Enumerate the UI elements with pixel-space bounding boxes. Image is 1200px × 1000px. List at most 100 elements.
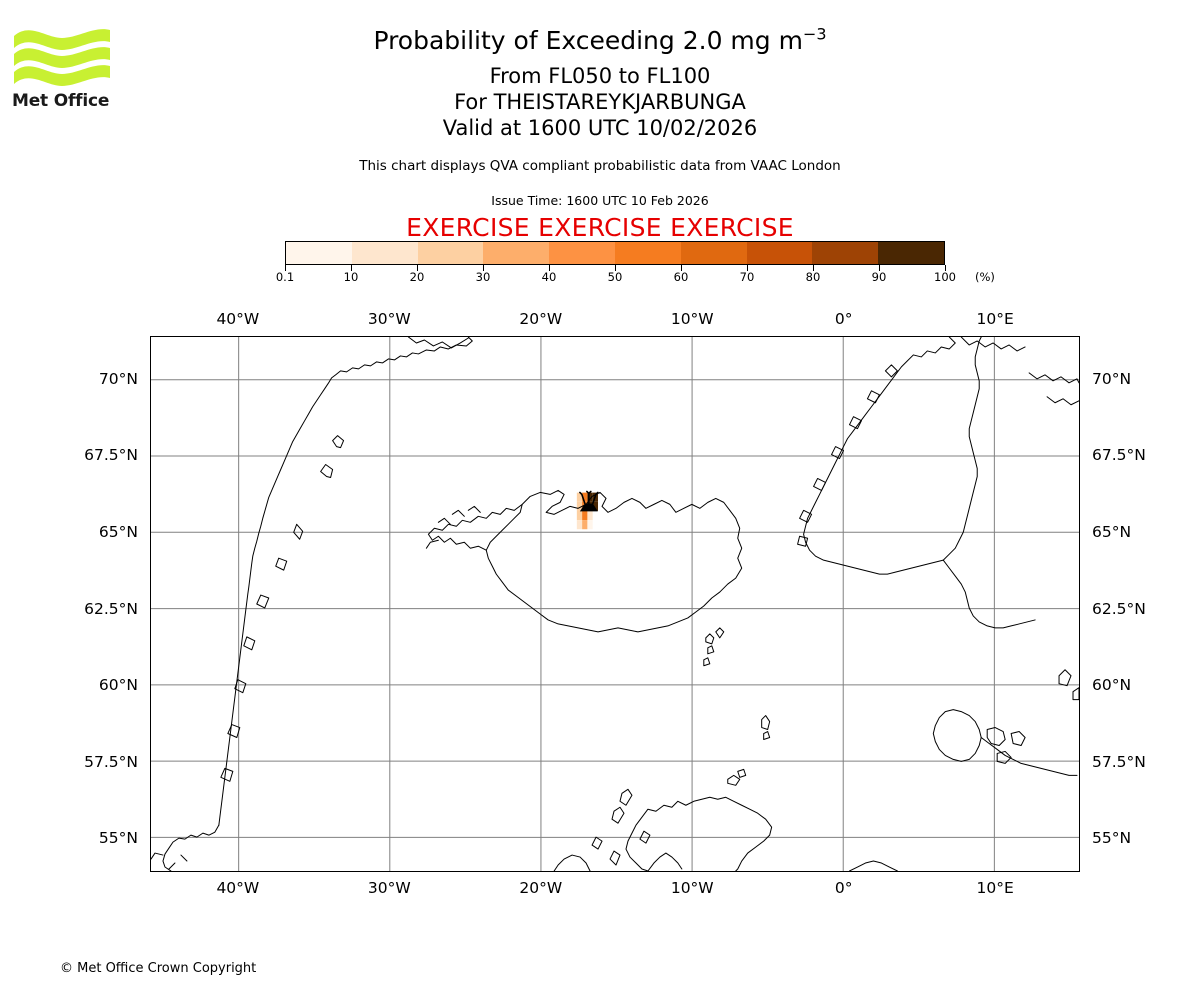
- axis-label-lon-bot-0°: 0°: [834, 879, 853, 897]
- sweden-south-coast: [942, 559, 1036, 629]
- colorbar-label-70: 70: [739, 270, 755, 284]
- colorbar-tick-70: [747, 265, 748, 271]
- colorbar-band-2: [417, 242, 484, 264]
- ash-cell-9: [582, 510, 588, 521]
- greenland-south-fjords: [151, 852, 188, 870]
- colorbar-label-10: 10: [343, 270, 359, 284]
- page-title-text: Probability of Exceeding 2.0 mg m: [373, 26, 803, 55]
- ash-cell-13: [587, 520, 593, 530]
- met-office-logo-text: Met Office: [12, 91, 110, 111]
- axis-label-lat-left-65°N: 65°N: [98, 523, 138, 542]
- greenland-east-coast: [218, 337, 473, 826]
- colorbar-band-0: [286, 242, 352, 264]
- axis-label-lat-right-67.5°N: 67.5°N: [1092, 446, 1146, 465]
- iceland-westfjords: [427, 503, 523, 551]
- colorbar-gradient: [285, 241, 945, 265]
- iceland-westfjords-detail: [425, 505, 481, 549]
- ash-cell-0: [576, 492, 583, 502]
- colorbar-tick-100: [945, 265, 946, 271]
- scotland-islands: [591, 830, 683, 871]
- axis-label-lat-right-60°N: 60°N: [1092, 676, 1132, 695]
- map-svg: [151, 337, 1079, 871]
- colorbar-tick-10: [351, 265, 352, 271]
- colorbar-tick-80: [813, 265, 814, 271]
- outer-hebrides: [611, 788, 633, 824]
- colorbar-tick-labels: 0.1 10 20 30 40 50 60 70 80 90 100: [276, 270, 956, 286]
- axis-label-lat-left-55°N: 55°N: [98, 829, 138, 848]
- colorbar-tick-90: [879, 265, 880, 271]
- colorbar-tick-20: [417, 265, 418, 271]
- ash-cell-10: [587, 510, 593, 521]
- axis-label-lon-top-10°W: 10°W: [670, 310, 714, 328]
- axis-label-lat-right-65°N: 65°N: [1092, 523, 1132, 542]
- colorbar-label-0.1: 0.1: [275, 270, 295, 284]
- colorbar-label-20: 20: [409, 270, 425, 284]
- shetland-islands: [761, 715, 771, 740]
- coastlines: [151, 337, 1079, 871]
- probability-colorbar: [285, 241, 945, 265]
- volcano-cone-icon: [579, 503, 598, 512]
- axis-label-lon-top-20°W: 20°W: [519, 310, 563, 328]
- page-title: Probability of Exceeding 2.0 mg m−3: [0, 26, 1200, 56]
- colorbar-tick-50: [615, 265, 616, 271]
- valid-time-subtitle: Valid at 1600 UTC 10/02/2026: [442, 116, 758, 140]
- axis-label-lat-left-57.5°N: 57.5°N: [84, 752, 138, 771]
- volcano-marker-layer: [579, 490, 599, 512]
- colorbar-ticks: [285, 265, 946, 273]
- axis-label-lat-left-70°N: 70°N: [98, 369, 138, 388]
- met-office-wave-icon: [14, 29, 110, 86]
- greenland-south-tip: [162, 824, 220, 871]
- flight-level-subtitle: From FL050 to FL100: [489, 64, 711, 88]
- sweden-west-border: [942, 337, 982, 561]
- axis-label-lon-bot-10°E: 10°E: [976, 879, 1014, 897]
- colorbar-band-6: [680, 242, 747, 264]
- colorbar-label-80: 80: [805, 270, 821, 284]
- ash-cell-12: [582, 520, 588, 530]
- met-office-logo: Met Office: [12, 24, 122, 114]
- denmark-jutland: [932, 709, 982, 762]
- colorbar-tick-30: [483, 265, 484, 271]
- ash-cell-1: [582, 492, 588, 502]
- norway-north-coast: [960, 337, 1026, 352]
- copyright-notice: © Met Office Crown Copyright: [60, 961, 257, 976]
- colorbar-band-9: [878, 242, 944, 264]
- axis-label-lat-left-67.5°N: 67.5°N: [84, 446, 138, 465]
- volcano-name-subtitle: For THEISTAREYKJARBUNGA: [454, 90, 746, 114]
- scotland-coastline: [625, 796, 773, 871]
- colorbar-band-4: [549, 242, 615, 264]
- norway-fjords: [797, 364, 898, 547]
- axis-label-lat-right-70°N: 70°N: [1092, 369, 1132, 388]
- volcano-marker: [579, 490, 599, 512]
- colorbar-band-7: [746, 242, 813, 264]
- axis-label-lat-right-62.5°N: 62.5°N: [1092, 599, 1146, 618]
- colorbar-band-3: [483, 242, 550, 264]
- map-gridlines: [151, 337, 1079, 871]
- colorbar-band-8: [812, 242, 879, 264]
- axis-label-lon-top-0°: 0°: [834, 310, 853, 328]
- ireland-coastline: [553, 854, 591, 871]
- colorbar-band-5: [614, 242, 681, 264]
- colorbar-label-90: 90: [871, 270, 887, 284]
- axis-label-lon-top-10°E: 10°E: [976, 310, 1014, 328]
- faroe-islands: [703, 627, 725, 667]
- baltic-south-coast: [980, 737, 1078, 776]
- axis-label-lat-right-55°N: 55°N: [1092, 829, 1132, 848]
- qva-note: This chart displays QVA compliant probab…: [359, 158, 841, 174]
- axis-label-lat-left-62.5°N: 62.5°N: [84, 599, 138, 618]
- colorbar-tick-0.1: [285, 265, 286, 271]
- axis-label-lon-bot-40°W: 40°W: [216, 879, 260, 897]
- axis-label-lon-bot-20°W: 20°W: [519, 879, 563, 897]
- colorbar-unit-label: (%): [975, 270, 995, 284]
- axis-label-lon-top-40°W: 40°W: [216, 310, 260, 328]
- colorbar-tick-60: [681, 265, 682, 271]
- kola-coast: [1046, 396, 1079, 406]
- volcano-plume-icon: [579, 490, 599, 505]
- greenland-coast-detail: [220, 337, 469, 782]
- barents-coast: [1028, 372, 1079, 384]
- ash-cell-4: [576, 501, 583, 511]
- exercise-banner: EXERCISE EXERCISE EXERCISE: [406, 213, 794, 242]
- ash-cell-2: [587, 492, 593, 502]
- colorbar-label-100: 100: [934, 270, 956, 284]
- map-plot-area: [150, 336, 1080, 872]
